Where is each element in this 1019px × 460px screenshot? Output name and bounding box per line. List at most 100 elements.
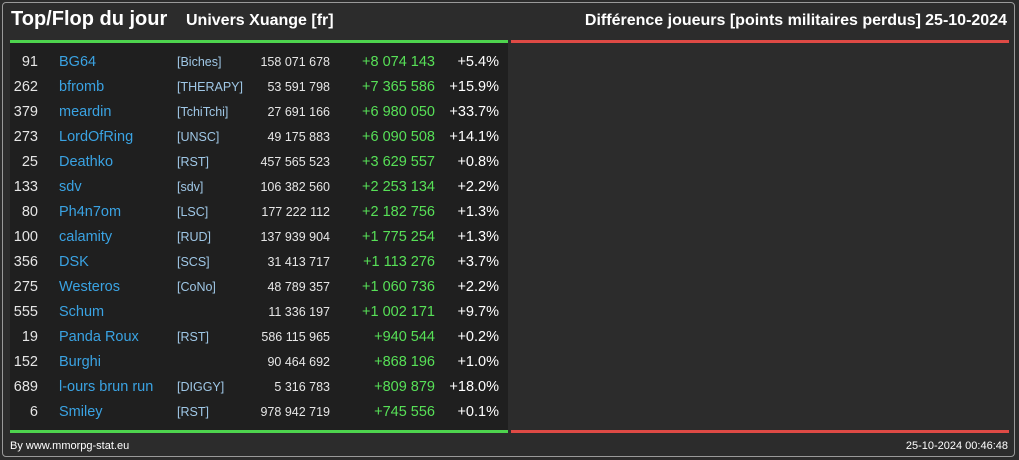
player-rank: 356 — [13, 254, 38, 270]
alliance-tag: [DIGGY] — [177, 380, 225, 394]
player-link[interactable]: Smiley — [59, 404, 103, 420]
player-rank: 19 — [21, 329, 38, 345]
points-difference: +2 253 134 — [362, 179, 435, 195]
player-link[interactable]: Burghi — [59, 354, 101, 370]
universe-label: Univers Xuange [fr] — [186, 12, 334, 29]
alliance-tag: [RUD] — [177, 230, 212, 244]
percent-change: +14.1% — [449, 129, 499, 145]
player-points: 27 691 166 — [267, 105, 330, 119]
player-link[interactable]: Ph4n7om — [59, 204, 122, 220]
player-link[interactable]: meardin — [59, 104, 112, 120]
player-rank: 133 — [13, 179, 38, 195]
points-difference: +1 060 736 — [362, 279, 435, 295]
percent-change: +0.1% — [457, 404, 499, 420]
player-link[interactable]: bfromb — [59, 79, 105, 95]
points-difference: +2 182 756 — [362, 204, 435, 220]
ranking-category: Différence joueurs [points militaires pe… — [584, 12, 921, 29]
table-row: 133 sdv [sdv] 106 382 560 +2 253 134 +2.2% — [10, 175, 508, 200]
table-row: 6 Smiley [RST] 978 942 719 +745 556 +0.1% — [10, 400, 508, 425]
player-points: 106 382 560 — [260, 180, 330, 194]
table-row: 19 Panda Roux [RST] 586 115 965 +940 544 +0.2… — [10, 325, 508, 350]
player-points: 5 316 783 — [274, 380, 330, 394]
points-difference: +745 556 — [374, 404, 435, 420]
table-row: 356 DSK [SCS] 31 413 717 +1 113 276 +3.7% — [10, 250, 508, 275]
table-row: 555 Schum 11 336 197 +1 002 171 +9.7% — [10, 300, 508, 325]
player-points: 90 464 692 — [267, 355, 330, 369]
credit-text: By www.mmorpg-stat.eu — [10, 440, 130, 452]
page-title: Top/Flop du jour — [11, 8, 168, 30]
table-row: 91 BG64 [Biches] 158 071 678 +8 074 143 +5.4% — [10, 50, 508, 75]
alliance-tag: [RST] — [177, 405, 209, 419]
alliance-tag: [SCS] — [177, 255, 210, 269]
player-rank: 689 — [13, 379, 38, 395]
player-points: 586 115 965 — [261, 330, 330, 344]
percent-change: +1.0% — [457, 354, 499, 370]
player-link[interactable]: LordOfRing — [59, 129, 134, 145]
table-row: 25 Deathko [RST] 457 565 523 +3 629 557 +0.8% — [10, 150, 508, 175]
player-link[interactable]: DSK — [59, 254, 89, 270]
points-difference: +6 090 508 — [362, 129, 435, 145]
player-points: 177 222 112 — [261, 205, 330, 219]
generated-timestamp: 25-10-2024 00:46:48 — [905, 440, 1008, 452]
player-rank: 273 — [13, 129, 38, 145]
alliance-tag: [RST] — [177, 155, 209, 169]
table-row: 273 LordOfRing [UNSC] 49 175 883 +6 090 508 +… — [10, 125, 508, 150]
points-difference: +7 365 586 — [362, 79, 435, 95]
player-link[interactable]: sdv — [59, 179, 82, 195]
percent-change: +33.7% — [449, 104, 499, 120]
player-link[interactable]: calamity — [59, 229, 113, 245]
top-panel: 91 BG64 [Biches] 158 071 678 +8 074 143 +5.4%… — [10, 40, 508, 433]
player-rank: 100 — [13, 229, 38, 245]
table-row: 262 bfromb [THERAPY] 53 591 798 +7 365 586 +1… — [10, 75, 508, 100]
points-difference: +1 113 276 — [363, 254, 435, 270]
percent-change: +18.0% — [449, 379, 499, 395]
alliance-tag: [sdv] — [177, 180, 204, 194]
table-row: 689 l-ours brun run [DIGGY] 5 316 783 +809 8… — [10, 375, 508, 400]
alliance-tag: [RST] — [177, 330, 209, 344]
player-link[interactable]: BG64 — [59, 54, 97, 70]
player-points: 48 789 357 — [267, 280, 330, 294]
percent-change: +1.3% — [457, 229, 499, 245]
points-difference: +8 074 143 — [362, 54, 435, 70]
percent-change: +1.3% — [457, 204, 499, 220]
player-link[interactable]: Schum — [59, 304, 105, 320]
percent-change: +2.2% — [457, 179, 499, 195]
alliance-tag: [CoNo] — [177, 280, 216, 294]
player-link[interactable]: l-ours brun run — [59, 379, 154, 395]
player-points: 457 565 523 — [260, 155, 330, 169]
player-points: 978 942 719 — [260, 405, 330, 419]
percent-change: +3.7% — [457, 254, 499, 270]
player-link[interactable]: Westeros — [59, 279, 120, 295]
table-row: 80 Ph4n7om [LSC] 177 222 112 +2 182 756 +1.3% — [10, 200, 508, 225]
player-link[interactable]: Deathko — [59, 154, 114, 170]
table-row: 152 Burghi 90 464 692 +868 196 +1.0% — [10, 350, 508, 375]
points-difference: +940 544 — [374, 329, 435, 345]
table-row: 379 meardin [TchiTchi] 27 691 166 +6 980 050… — [10, 100, 508, 125]
table-row: 275 Westeros [CoNo] 48 789 357 +1 060 736 +2.… — [10, 275, 508, 300]
player-points: 158 071 678 — [260, 55, 330, 69]
top-list: 91 BG64 [Biches] 158 071 678 +8 074 143 +5.4%… — [10, 50, 508, 425]
player-points: 11 336 197 — [268, 305, 330, 319]
points-difference: +1 002 171 — [362, 304, 435, 320]
points-difference: +1 775 254 — [362, 229, 435, 245]
player-rank: 555 — [13, 304, 38, 320]
player-rank: 80 — [21, 204, 38, 220]
alliance-tag: [UNSC] — [177, 130, 220, 144]
player-rank: 6 — [29, 404, 38, 420]
alliance-tag: [Biches] — [177, 55, 222, 69]
alliance-tag: [LSC] — [177, 205, 209, 219]
flop-panel — [511, 40, 1009, 433]
points-difference: +6 980 050 — [362, 104, 435, 120]
percent-change: +9.7% — [457, 304, 499, 320]
player-points: 53 591 798 — [267, 80, 330, 94]
player-rank: 275 — [13, 279, 38, 295]
ranking-date: 25-10-2024 — [925, 12, 1007, 29]
player-rank: 379 — [13, 104, 38, 120]
table-row: 100 calamity [RUD] 137 939 904 +1 775 254 +1.… — [10, 225, 508, 250]
player-link[interactable]: Panda Roux — [59, 329, 139, 345]
percent-change: +15.9% — [449, 79, 499, 95]
header: Top/Flop du jour Univers Xuange [fr] Dif… — [0, 0, 1019, 40]
percent-change: +2.2% — [457, 279, 499, 295]
percent-change: +0.8% — [457, 154, 499, 170]
points-difference: +868 196 — [374, 354, 435, 370]
